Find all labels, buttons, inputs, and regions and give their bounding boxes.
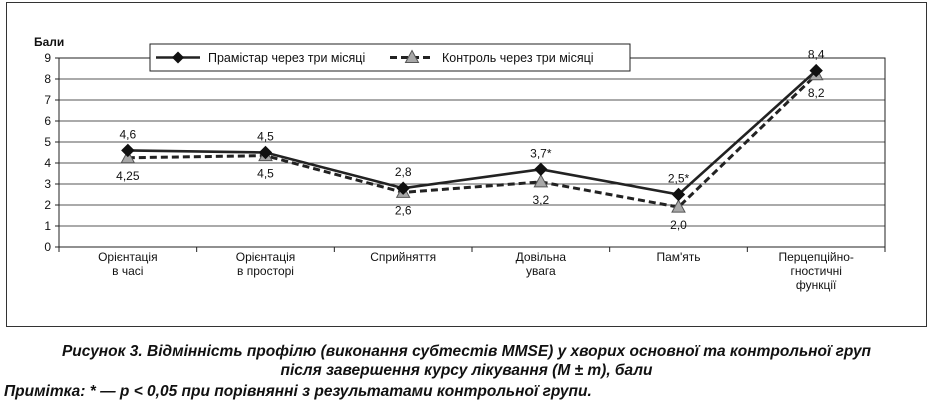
- data-point-diamond: [121, 143, 135, 158]
- data-point-diamond: [671, 187, 686, 202]
- chart-svg: 0 1 2 3 4 5 6 7 8 9 Бали Орієнтація в часі Орієнтація…: [34, 35, 886, 292]
- data-point-diamond: [809, 63, 823, 78]
- data-label: 4,6: [119, 127, 136, 141]
- x-tick-label: Перцепційно-гностичні функції: [778, 250, 853, 292]
- y-tick-label: 3: [44, 177, 51, 191]
- data-label: 3,2: [532, 193, 549, 207]
- legend-label: Контроль через три місяці: [442, 51, 594, 65]
- y-tick-label: 9: [44, 51, 51, 65]
- data-label: 2,8: [395, 165, 412, 179]
- y-tick-label: 7: [44, 93, 51, 107]
- y-tick-label: 6: [44, 114, 51, 128]
- data-label: 8,4: [808, 48, 825, 62]
- data-point-triangle: [671, 199, 686, 213]
- data-label: 8,2: [808, 86, 825, 100]
- y-tick-label: 5: [44, 135, 51, 149]
- legend-label: Прамістар через три місяці: [208, 51, 365, 65]
- y-tick-label: 8: [44, 72, 51, 86]
- series-line: [127, 73, 818, 209]
- figure-note: Примітка: * — p < 0,05 при порівнянні з …: [4, 383, 592, 400]
- data-label: 4,5: [257, 167, 274, 181]
- data-point-diamond: [258, 145, 273, 160]
- y-axis-label: Бали: [34, 35, 64, 49]
- data-label: 4,5: [257, 130, 274, 144]
- data-point-diamond: [396, 181, 410, 195]
- x-tick-label: Орієнтація в просторі: [236, 250, 296, 278]
- data-point-triangle: [533, 173, 549, 188]
- series-line: [127, 69, 818, 196]
- x-tick-label: Пам'ять: [656, 250, 700, 264]
- data-label: 2,0: [670, 218, 687, 232]
- data-point-diamond: [534, 162, 548, 177]
- legend-marker-diamond: [172, 51, 184, 64]
- x-tick-label: Сприйняття: [370, 250, 436, 264]
- y-tick-label: 1: [44, 219, 51, 233]
- y-tick-label: 4: [44, 156, 51, 170]
- figure-caption-line1: Рисунок 3. Відмінність профілю (виконанн…: [61, 343, 872, 360]
- data-label: 2,6: [395, 203, 412, 217]
- y-tick-label: 2: [44, 198, 51, 212]
- data-label: 3,7*: [530, 146, 552, 160]
- figure-caption-line2: після завершення курсу лікування (M ± m)…: [280, 362, 653, 379]
- legend-marker-triangle: [404, 49, 420, 63]
- x-tick-label: Довільна увага: [516, 250, 567, 278]
- y-tick-label: 0: [44, 240, 51, 254]
- data-label: 2,5*: [668, 172, 690, 186]
- data-label: 4,25: [116, 169, 140, 183]
- x-tick-label: Орієнтація в часі: [98, 250, 158, 278]
